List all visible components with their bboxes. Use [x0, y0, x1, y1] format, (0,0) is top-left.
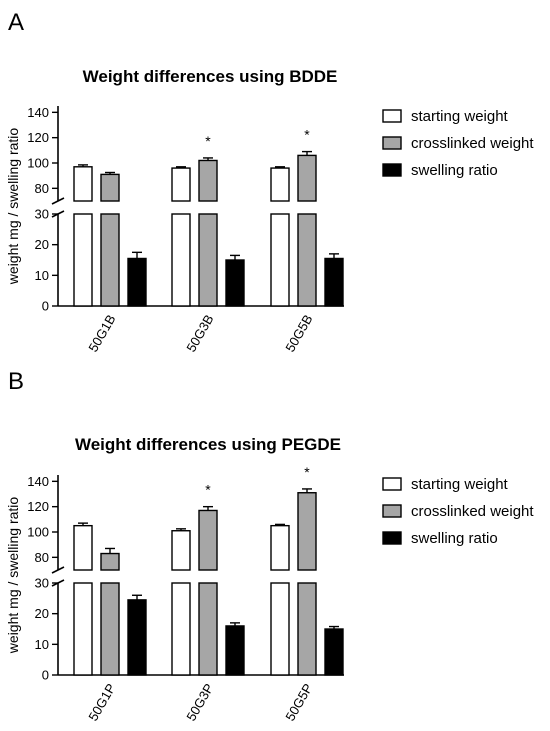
legend-label: swelling ratio — [411, 530, 498, 547]
chart-title: Weight differences using PEGDE — [75, 435, 341, 454]
y-tick-label: 10 — [35, 637, 49, 652]
x-tick-label: 50G1B — [85, 312, 118, 355]
x-tick-label: 50G3P — [183, 681, 216, 724]
panel-label: A — [8, 9, 24, 36]
y-tick-label: 100 — [27, 156, 49, 171]
y-tick-label: 80 — [35, 181, 49, 196]
bar — [297, 154, 317, 202]
x-tick-label: 50G3B — [183, 312, 216, 355]
bar — [171, 213, 191, 307]
bar — [270, 213, 290, 307]
bar — [270, 167, 290, 202]
x-tick-label: 50G5B — [282, 312, 315, 355]
bar — [225, 259, 245, 307]
legend-label: crosslinked weight — [411, 135, 534, 152]
panel-label: B — [8, 368, 24, 395]
legend-swatch — [382, 163, 402, 177]
bar — [100, 213, 120, 307]
bar — [198, 159, 218, 202]
y-tick-label: 80 — [35, 550, 49, 565]
bar — [225, 625, 245, 676]
panel-a: A Weight differences using BDDE 0 10 20 30 80 1… — [5, 9, 534, 355]
chart-title: Weight differences using BDDE — [83, 67, 338, 86]
y-tick-label: 20 — [35, 606, 49, 621]
bar — [171, 530, 191, 571]
y-tick-label: 10 — [35, 268, 49, 283]
bar — [127, 599, 147, 676]
x-tick-label: 50G1P — [85, 681, 118, 724]
y-tick-label: 140 — [27, 474, 49, 489]
legend-label: swelling ratio — [411, 162, 498, 179]
bar — [73, 213, 93, 307]
bar — [127, 257, 147, 307]
bar — [100, 552, 120, 571]
bar — [73, 524, 93, 571]
y-tick-label: 100 — [27, 525, 49, 540]
significance-star: * — [205, 482, 211, 498]
bar — [73, 582, 93, 676]
significance-star: * — [205, 133, 211, 149]
legend-swatch — [382, 531, 402, 545]
legend-label: starting weight — [411, 108, 509, 125]
bar — [297, 582, 317, 676]
bar — [171, 167, 191, 202]
axis-break-mark — [51, 197, 65, 205]
y-tick-label: 0 — [42, 668, 49, 683]
x-tick-label: 50G5P — [282, 681, 315, 724]
legend-label: starting weight — [411, 476, 509, 493]
bar — [324, 628, 344, 676]
bar — [171, 582, 191, 676]
y-tick-label: 20 — [35, 237, 49, 252]
y-tick-label: 0 — [42, 299, 49, 314]
axis-break-mark — [51, 566, 65, 574]
legend-label: crosslinked weight — [411, 503, 534, 520]
y-axis-label: weight mg / swelling ratio — [5, 497, 21, 655]
y-tick-label: 140 — [27, 105, 49, 120]
legend-swatch — [382, 136, 402, 150]
bar — [198, 582, 218, 676]
panel-b: B Weight differences using PEGDE 0 10 20 30 80… — [5, 368, 534, 724]
bar — [270, 582, 290, 676]
y-axis-label: weight mg / swelling ratio — [5, 128, 21, 286]
legend-swatch — [382, 504, 402, 518]
y-tick-label: 30 — [35, 576, 49, 591]
bar — [100, 582, 120, 676]
y-tick-label: 30 — [35, 207, 49, 222]
bar — [297, 492, 317, 571]
legend-swatch — [382, 109, 402, 123]
bar — [198, 509, 218, 571]
bar — [198, 213, 218, 307]
bar — [270, 524, 290, 571]
bar — [324, 257, 344, 307]
bar — [297, 213, 317, 307]
y-tick-label: 120 — [27, 130, 49, 145]
legend-swatch — [382, 477, 402, 491]
significance-star: * — [304, 127, 310, 143]
y-tick-label: 120 — [27, 499, 49, 514]
bar — [100, 173, 120, 202]
bar — [73, 166, 93, 202]
significance-star: * — [304, 464, 310, 480]
